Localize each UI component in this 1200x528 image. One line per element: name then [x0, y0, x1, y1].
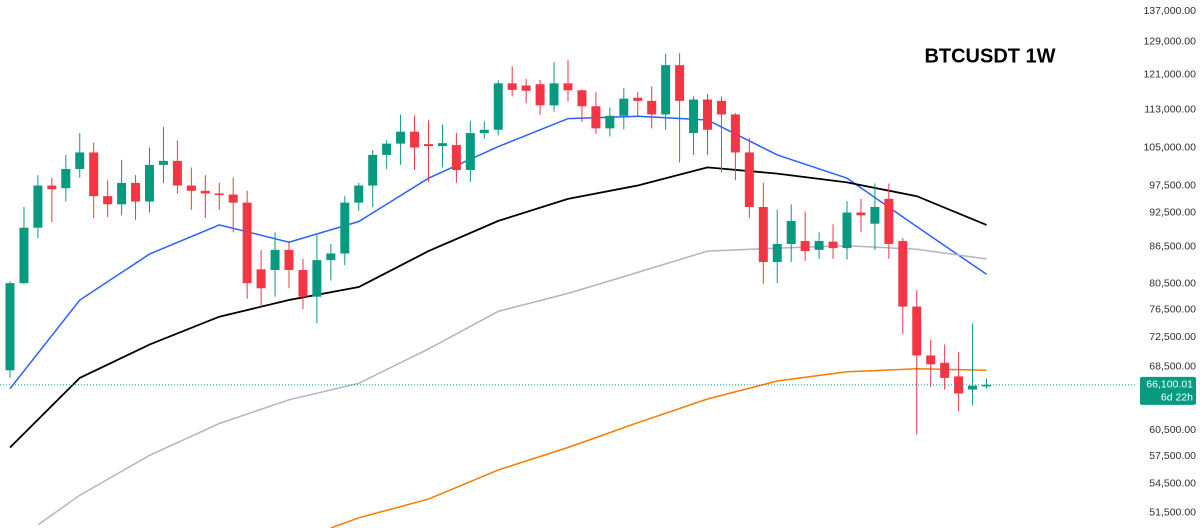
candle-body: [926, 355, 936, 365]
candle-body: [535, 84, 545, 106]
candle-body: [479, 129, 489, 134]
y-tick-label: 121,000.00: [1143, 69, 1196, 81]
candle-body: [884, 198, 894, 244]
y-tick-label: 86,500.00: [1149, 241, 1196, 253]
candle-body: [312, 260, 322, 297]
candle-body: [633, 97, 643, 101]
candle-body: [605, 115, 615, 129]
candle-body: [117, 182, 127, 205]
y-tick-label: 51,500.00: [1149, 507, 1196, 519]
candle-body: [145, 164, 154, 202]
moving-average-line: [9, 115, 987, 390]
chart-title: BTCUSDT 1W: [924, 45, 1055, 67]
y-tick-label: 68,500.00: [1149, 360, 1196, 372]
y-tick-label: 60,500.00: [1149, 424, 1196, 436]
candle-body: [772, 243, 782, 262]
candle-body: [619, 98, 629, 116]
candle-body: [47, 185, 57, 190]
candle-body: [703, 99, 712, 130]
candle-body: [689, 99, 699, 134]
y-tick-label: 113,000.00: [1144, 104, 1196, 116]
y-tick-label: 105,000.00: [1143, 141, 1196, 153]
candle-body: [521, 85, 531, 91]
candle-body: [382, 143, 392, 155]
candle-body: [33, 185, 43, 228]
candle-body: [89, 152, 99, 197]
candle-body: [549, 83, 559, 106]
y-tick-label: 57,500.00: [1149, 450, 1196, 462]
candle-body: [577, 90, 587, 107]
candle-body: [507, 83, 517, 90]
candle-body: [661, 65, 671, 115]
candle-body: [563, 83, 573, 91]
candle-body: [437, 143, 447, 147]
candle-body: [870, 207, 880, 224]
candle-body: [214, 193, 224, 196]
candle-body: [982, 384, 991, 387]
candle-body: [814, 241, 824, 250]
y-tick-label: 92,500.00: [1149, 206, 1196, 218]
candle-body: [451, 145, 461, 170]
candle-body: [954, 376, 964, 394]
candle-body: [131, 182, 141, 202]
candle-body: [172, 160, 182, 186]
candle-body: [912, 306, 922, 356]
plot: 137,000.00 129,000.00 121,000.00 113,000.00…: [0, 5, 1196, 528]
candle-body: [5, 283, 15, 371]
candle-body: [284, 249, 294, 270]
candle-body: [675, 65, 685, 101]
candle-body: [326, 253, 336, 261]
candle-body: [493, 83, 503, 130]
candle-body: [842, 212, 852, 249]
candle-body: [856, 212, 866, 216]
candle-body: [340, 202, 350, 254]
y-tick-label: 129,000.00: [1143, 36, 1196, 48]
candle-body: [758, 207, 768, 262]
y-tick-label: 97,500.00: [1149, 179, 1196, 191]
candle-body: [968, 385, 978, 390]
candle-body: [19, 227, 29, 284]
candle-body: [75, 152, 85, 169]
candle-body: [591, 106, 601, 129]
candle-body: [730, 114, 740, 153]
candle-body: [786, 220, 796, 244]
moving-average-line: [330, 368, 987, 528]
candle-body: [368, 154, 378, 186]
candle-body: [354, 185, 364, 203]
last-price-box: [1140, 376, 1196, 405]
candle-body: [647, 100, 657, 115]
candle-body: [298, 269, 308, 297]
candle-body: [898, 241, 908, 307]
moving-average-line: [9, 166, 987, 449]
candle-body: [744, 152, 754, 208]
candle-body: [410, 131, 420, 148]
candle-body: [158, 160, 168, 165]
candle-body: [103, 196, 113, 205]
candle-body: [61, 168, 71, 189]
y-tick-label: 80,500.00: [1149, 278, 1196, 290]
candle-body: [800, 241, 810, 252]
candle-body: [270, 249, 280, 270]
y-tick-label: 137,000.00: [1143, 5, 1196, 17]
candle-body: [186, 185, 196, 191]
y-tick-label: 54,500.00: [1149, 478, 1196, 490]
candle-body: [424, 144, 433, 147]
candle-body: [940, 362, 950, 378]
candle-body: [256, 269, 266, 289]
candle-body: [200, 190, 210, 194]
candle-body: [716, 100, 726, 115]
candle-body: [828, 241, 838, 249]
last-price-label: 66,100.01: [1146, 379, 1193, 391]
candle-body: [465, 133, 475, 170]
moving-average-line: [37, 244, 987, 526]
countdown-label: 6d 22h: [1161, 392, 1193, 404]
candle-body: [228, 194, 238, 203]
y-tick-label: 76,500.00: [1149, 304, 1196, 316]
y-tick-label: 72,500.00: [1149, 331, 1196, 343]
candle-body: [242, 202, 252, 284]
candle-body: [396, 131, 406, 144]
